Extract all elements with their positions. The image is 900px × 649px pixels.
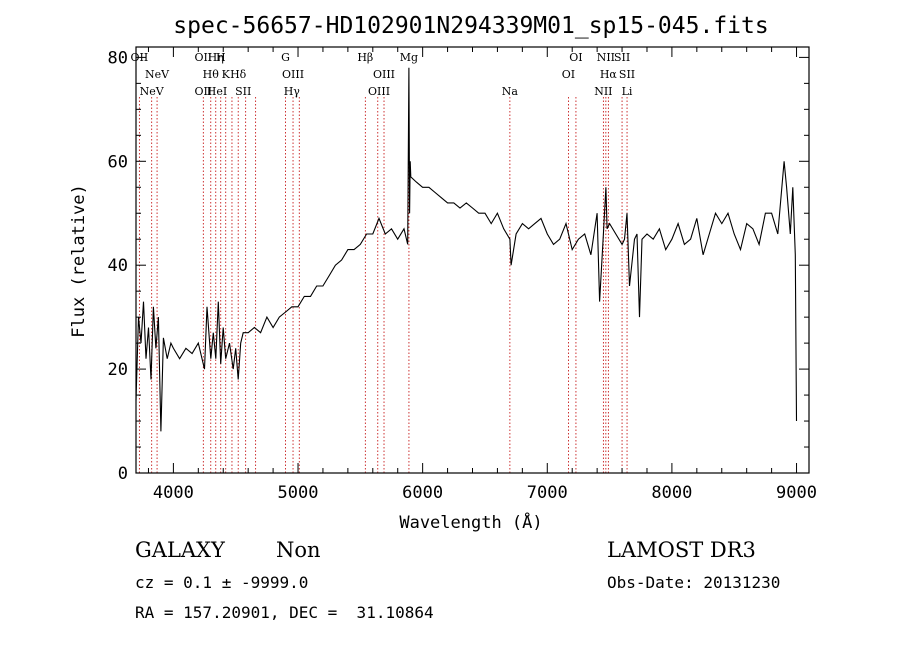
- chart-title: spec-56657-HD102901N294339M01_sp15-045.f…: [173, 13, 768, 39]
- line-marker-label: Hη: [208, 51, 224, 64]
- y-tick-label: 20: [108, 360, 128, 380]
- x-tick-label: 5000: [278, 483, 319, 503]
- line-marker-label: Hβ: [357, 51, 373, 64]
- object-class: GALAXY: [135, 538, 225, 562]
- axis-ticks: 4000 5000 6000 7000 8000 9000 0 20 40 60 80: [108, 47, 817, 503]
- line-marker-label: SII: [235, 85, 251, 98]
- coordinates-line: RA = 157.20901, DEC = 31.10864: [135, 603, 434, 622]
- line-marker-label: NeV: [140, 85, 165, 98]
- redshift-line: cz = 0.1 ± -9999.0: [135, 573, 309, 592]
- x-tick-label: 9000: [776, 483, 817, 503]
- line-marker-label: Mg: [400, 51, 418, 64]
- line-marker-label: Hα: [600, 68, 618, 81]
- y-tick-label: 0: [118, 464, 128, 484]
- line-marker-label: SII: [614, 51, 630, 64]
- y-tick-label: 80: [108, 48, 128, 68]
- emission-line-markers: [138, 97, 628, 473]
- line-marker-label: OII: [194, 85, 212, 98]
- line-marker-label: Li: [622, 85, 633, 98]
- line-marker-label: Hγ: [284, 85, 301, 98]
- line-marker-label: Na: [502, 85, 519, 98]
- x-tick-label: 7000: [527, 483, 568, 503]
- y-axis-label: Flux (relative): [69, 184, 89, 338]
- line-marker-label: K: [222, 68, 231, 81]
- line-marker-label: SII: [619, 68, 635, 81]
- line-marker-label: NeV: [145, 68, 170, 81]
- observation-date: Obs-Date: 20131230: [607, 573, 781, 592]
- y-tick-label: 40: [108, 256, 128, 276]
- line-marker-label: Hθ: [203, 68, 220, 81]
- line-marker-label: NII: [597, 51, 615, 64]
- x-tick-label: 6000: [402, 483, 443, 503]
- line-marker-label: G: [281, 51, 290, 64]
- x-axis-label: Wavelength (Å): [399, 511, 542, 533]
- line-marker-label: OII: [194, 51, 212, 64]
- line-marker-label: OI: [569, 51, 582, 64]
- object-subclass: Non: [276, 538, 321, 562]
- line-marker-label: H: [216, 51, 226, 64]
- line-marker-label: HeI: [207, 85, 227, 98]
- line-marker-label: NII: [594, 85, 612, 98]
- line-marker-label: OI: [562, 68, 575, 81]
- x-tick-label: 4000: [153, 483, 194, 503]
- line-marker-label: OIII: [373, 68, 395, 81]
- line-marker-label: Hδ: [230, 68, 247, 81]
- line-marker-label: OIII: [368, 85, 390, 98]
- survey-name: LAMOST DR3: [607, 538, 756, 562]
- plot-frame: [135, 46, 810, 474]
- x-tick-label: 8000: [651, 483, 692, 503]
- spectrum-series-line: [135, 67, 798, 432]
- line-marker-label: OIII: [282, 68, 304, 81]
- y-tick-label: 60: [108, 152, 128, 172]
